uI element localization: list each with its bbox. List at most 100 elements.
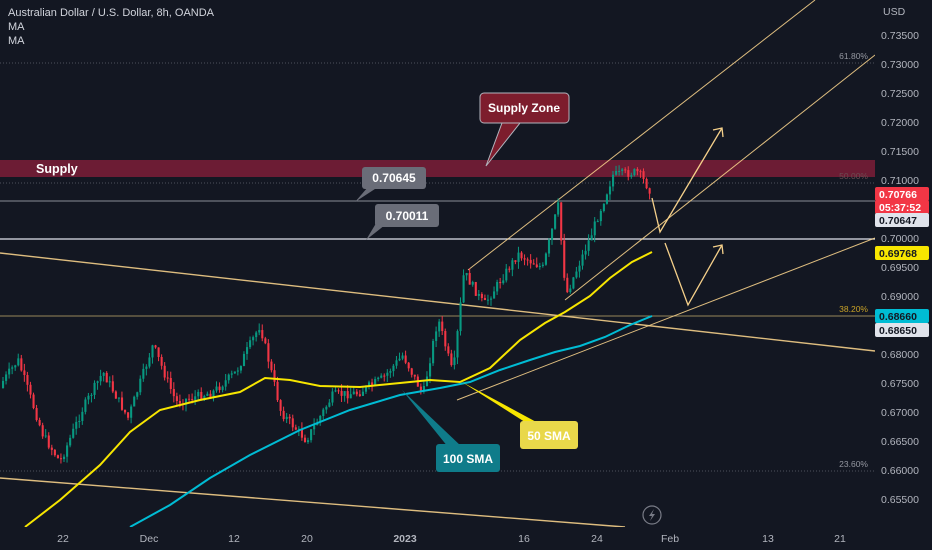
candle-body (514, 260, 517, 262)
candle-body (343, 391, 346, 396)
indicator-ma-2[interactable]: MA (8, 35, 25, 47)
candle-body (175, 396, 178, 402)
candle-body (511, 260, 514, 270)
candle-body (93, 382, 96, 395)
candle-body (191, 398, 194, 400)
price-tick-label: 0.71000 (881, 175, 919, 187)
price-tag-text: 0.68650 (879, 325, 917, 337)
trendline[interactable] (564, 54, 876, 301)
candle-body (444, 330, 447, 347)
sma-50-line[interactable] (24, 251, 653, 528)
candle-body (194, 396, 197, 400)
candle-body (465, 272, 468, 276)
candle-body (294, 427, 297, 430)
level-1-callout[interactable] (362, 167, 426, 189)
sma-100-line[interactable] (129, 315, 653, 528)
candle-body (459, 302, 462, 332)
candle-body (605, 194, 608, 204)
time-tick-label: 13 (762, 533, 774, 545)
candle-body (41, 425, 44, 437)
candle-body (78, 421, 81, 423)
candle-body (355, 391, 358, 395)
candle-body (267, 343, 270, 362)
candle-body (349, 394, 352, 399)
candle-body (59, 458, 63, 460)
time-tick-label: 2023 (393, 533, 417, 545)
indicator-ma-1[interactable]: MA (8, 21, 25, 33)
projection-path[interactable] (664, 242, 723, 307)
projection-path[interactable] (651, 127, 723, 234)
price-tick-label: 0.70000 (881, 233, 919, 245)
sma-100-callout[interactable] (436, 444, 500, 472)
symbol-title[interactable]: Australian Dollar / U.S. Dollar, 8h, OAN… (8, 7, 215, 19)
candle-body (642, 171, 645, 179)
sma-50-pointer (462, 382, 540, 424)
candle-body (108, 381, 111, 383)
candle-body (453, 357, 456, 366)
candle-body (371, 382, 374, 385)
candle-body (38, 420, 41, 426)
candle-body (279, 400, 282, 411)
candle-body (224, 380, 227, 387)
time-tick-label: Dec (140, 533, 159, 545)
candle-body (188, 398, 191, 400)
candle-body (35, 408, 38, 421)
time-tick-label: 21 (834, 533, 846, 545)
fib-level-label: 61.80% (839, 51, 868, 61)
candle-body (29, 384, 32, 395)
candle-body (435, 331, 438, 341)
candle-body (236, 370, 239, 372)
candle-body (8, 368, 11, 375)
candle-body (81, 411, 84, 422)
supply-zone-callout[interactable] (479, 92, 570, 124)
candle-body (44, 435, 47, 437)
candle-body (264, 338, 267, 344)
candle-body (297, 428, 300, 430)
candle-body (69, 437, 72, 446)
candle-body (178, 401, 181, 404)
candle-body (120, 397, 124, 410)
lightning-icon[interactable] (642, 505, 662, 525)
candle-body (505, 268, 508, 281)
candle-body (56, 455, 59, 459)
sma-100-callout-text: 100 SMA (443, 452, 493, 466)
candle-body (84, 399, 87, 412)
candle-body (133, 396, 136, 407)
candle-body (313, 425, 316, 430)
candle-body (526, 259, 529, 261)
trendline[interactable] (0, 252, 876, 352)
sma-50-callout[interactable] (520, 421, 578, 449)
candle-body (608, 186, 612, 195)
candle-body (337, 390, 340, 392)
candle-body (645, 178, 648, 189)
level-2-callout[interactable] (375, 204, 439, 227)
supply-zone-band[interactable] (0, 160, 875, 177)
price-tag-text: 0.70766 (879, 189, 917, 201)
trendline[interactable] (0, 477, 626, 528)
candle-body (117, 397, 120, 399)
candle-body (75, 421, 78, 429)
candle-body (334, 390, 337, 392)
candle-body (124, 409, 127, 413)
candle-body (401, 355, 404, 359)
price-tick-label: 0.66500 (881, 436, 919, 448)
time-tick-label: Feb (661, 533, 679, 545)
price-tag-text: 0.68660 (879, 311, 917, 323)
candle-body (395, 360, 398, 366)
level-1-pointer (355, 187, 378, 202)
trendline[interactable] (467, 0, 816, 271)
trendline[interactable] (456, 237, 876, 401)
candle-body (322, 409, 325, 416)
candle-body (50, 447, 53, 450)
candle-body (5, 374, 8, 381)
candle-body (456, 331, 459, 358)
price-tag (875, 213, 929, 227)
candle-body (477, 293, 480, 296)
candle-body (480, 293, 483, 299)
time-tick-label: 22 (57, 533, 69, 545)
price-tick-label: 0.66000 (881, 465, 919, 477)
candle-body (471, 282, 474, 285)
candle-body (392, 365, 395, 372)
